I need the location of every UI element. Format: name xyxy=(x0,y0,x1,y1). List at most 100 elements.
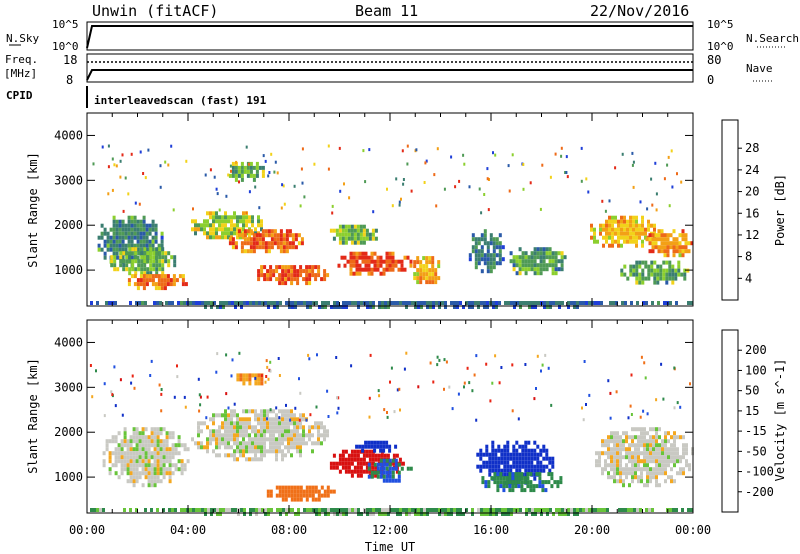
data-cell xyxy=(667,475,670,480)
time-tick-label: 08:00 xyxy=(271,523,307,537)
data-cell xyxy=(127,219,131,224)
data-cell xyxy=(385,259,389,264)
data-cell xyxy=(151,223,155,228)
data-cell xyxy=(603,508,606,512)
data-cell xyxy=(206,437,209,442)
data-cell xyxy=(394,259,398,264)
data-cell xyxy=(120,463,124,468)
data-cell xyxy=(177,451,181,456)
data-cell xyxy=(155,259,159,264)
scatter-cell xyxy=(463,162,466,166)
scatter-cell xyxy=(680,180,683,184)
data-cell xyxy=(248,377,252,382)
data-cell xyxy=(552,512,555,516)
data-cell xyxy=(536,271,540,276)
data-cell xyxy=(139,223,143,228)
scatter-cell xyxy=(676,401,679,405)
data-cell xyxy=(173,255,177,260)
data-cell xyxy=(656,280,660,285)
data-cell xyxy=(638,260,642,265)
scatter-cell xyxy=(585,403,587,406)
data-cell xyxy=(326,273,330,278)
data-cell xyxy=(634,455,637,460)
scatter-cell xyxy=(507,164,510,168)
data-cell xyxy=(362,461,366,466)
data-cell xyxy=(164,259,168,264)
data-cell xyxy=(614,239,617,244)
data-cell xyxy=(308,425,311,430)
data-cell xyxy=(656,264,660,269)
scatter-cell xyxy=(277,357,280,360)
data-cell xyxy=(664,447,667,452)
data-cell xyxy=(336,508,339,512)
data-cell xyxy=(263,437,266,442)
data-cell xyxy=(545,456,549,461)
data-cell xyxy=(216,508,219,512)
data-cell xyxy=(290,417,293,422)
data-cell xyxy=(236,223,239,228)
data-cell xyxy=(617,223,620,228)
data-cell xyxy=(660,249,664,254)
data-cell xyxy=(619,447,622,452)
data-cell xyxy=(524,267,528,272)
data-cell xyxy=(635,219,638,224)
data-cell xyxy=(411,508,414,512)
data-cell xyxy=(260,413,263,418)
scatter-cell xyxy=(91,395,94,399)
data-cell xyxy=(646,443,649,448)
data-cell xyxy=(524,251,528,256)
data-cell xyxy=(263,453,266,458)
y-tick-label: 4000 xyxy=(54,335,83,349)
data-cell xyxy=(368,449,372,454)
data-cell xyxy=(384,508,387,512)
data-cell xyxy=(159,447,163,452)
data-cell xyxy=(365,453,369,458)
data-cell xyxy=(622,431,625,436)
data-cell xyxy=(332,236,336,241)
data-cell xyxy=(621,508,624,512)
data-cell xyxy=(497,468,501,473)
data-cell xyxy=(288,305,291,309)
data-cell xyxy=(206,441,209,446)
data-cell xyxy=(561,301,564,305)
power-frame xyxy=(86,112,694,307)
data-cell xyxy=(623,272,627,277)
data-cell xyxy=(611,243,614,248)
data-cell xyxy=(266,277,270,282)
data-cell xyxy=(143,247,147,252)
data-cell xyxy=(553,480,557,485)
data-cell xyxy=(282,237,286,242)
data-cell xyxy=(293,277,297,282)
data-cell xyxy=(655,451,658,456)
data-cell xyxy=(632,215,635,220)
data-cell xyxy=(497,448,501,453)
data-cell xyxy=(527,452,531,457)
data-cell xyxy=(533,267,537,272)
scatter-cell xyxy=(364,180,367,184)
data-cell xyxy=(257,437,260,442)
data-cell xyxy=(317,493,321,498)
data-cell xyxy=(638,272,642,277)
data-cell xyxy=(675,301,678,305)
data-cell xyxy=(269,449,272,454)
data-cell xyxy=(616,471,619,476)
data-cell xyxy=(650,272,654,277)
data-cell xyxy=(195,508,198,512)
data-cell xyxy=(548,255,552,260)
data-cell xyxy=(660,241,664,246)
data-cell xyxy=(529,480,533,485)
data-cell xyxy=(221,421,224,426)
data-cell xyxy=(209,433,212,438)
data-cell xyxy=(150,475,154,480)
data-cell xyxy=(155,267,159,272)
data-cell xyxy=(326,433,329,438)
scatter-cell xyxy=(651,203,654,207)
data-cell xyxy=(366,305,369,309)
data-cell xyxy=(419,264,423,269)
scatter-cell xyxy=(101,145,104,149)
data-cell xyxy=(332,228,336,233)
data-cell xyxy=(488,468,492,473)
scatter-cell xyxy=(301,181,304,185)
data-cell xyxy=(117,459,121,464)
data-cell xyxy=(172,282,176,287)
